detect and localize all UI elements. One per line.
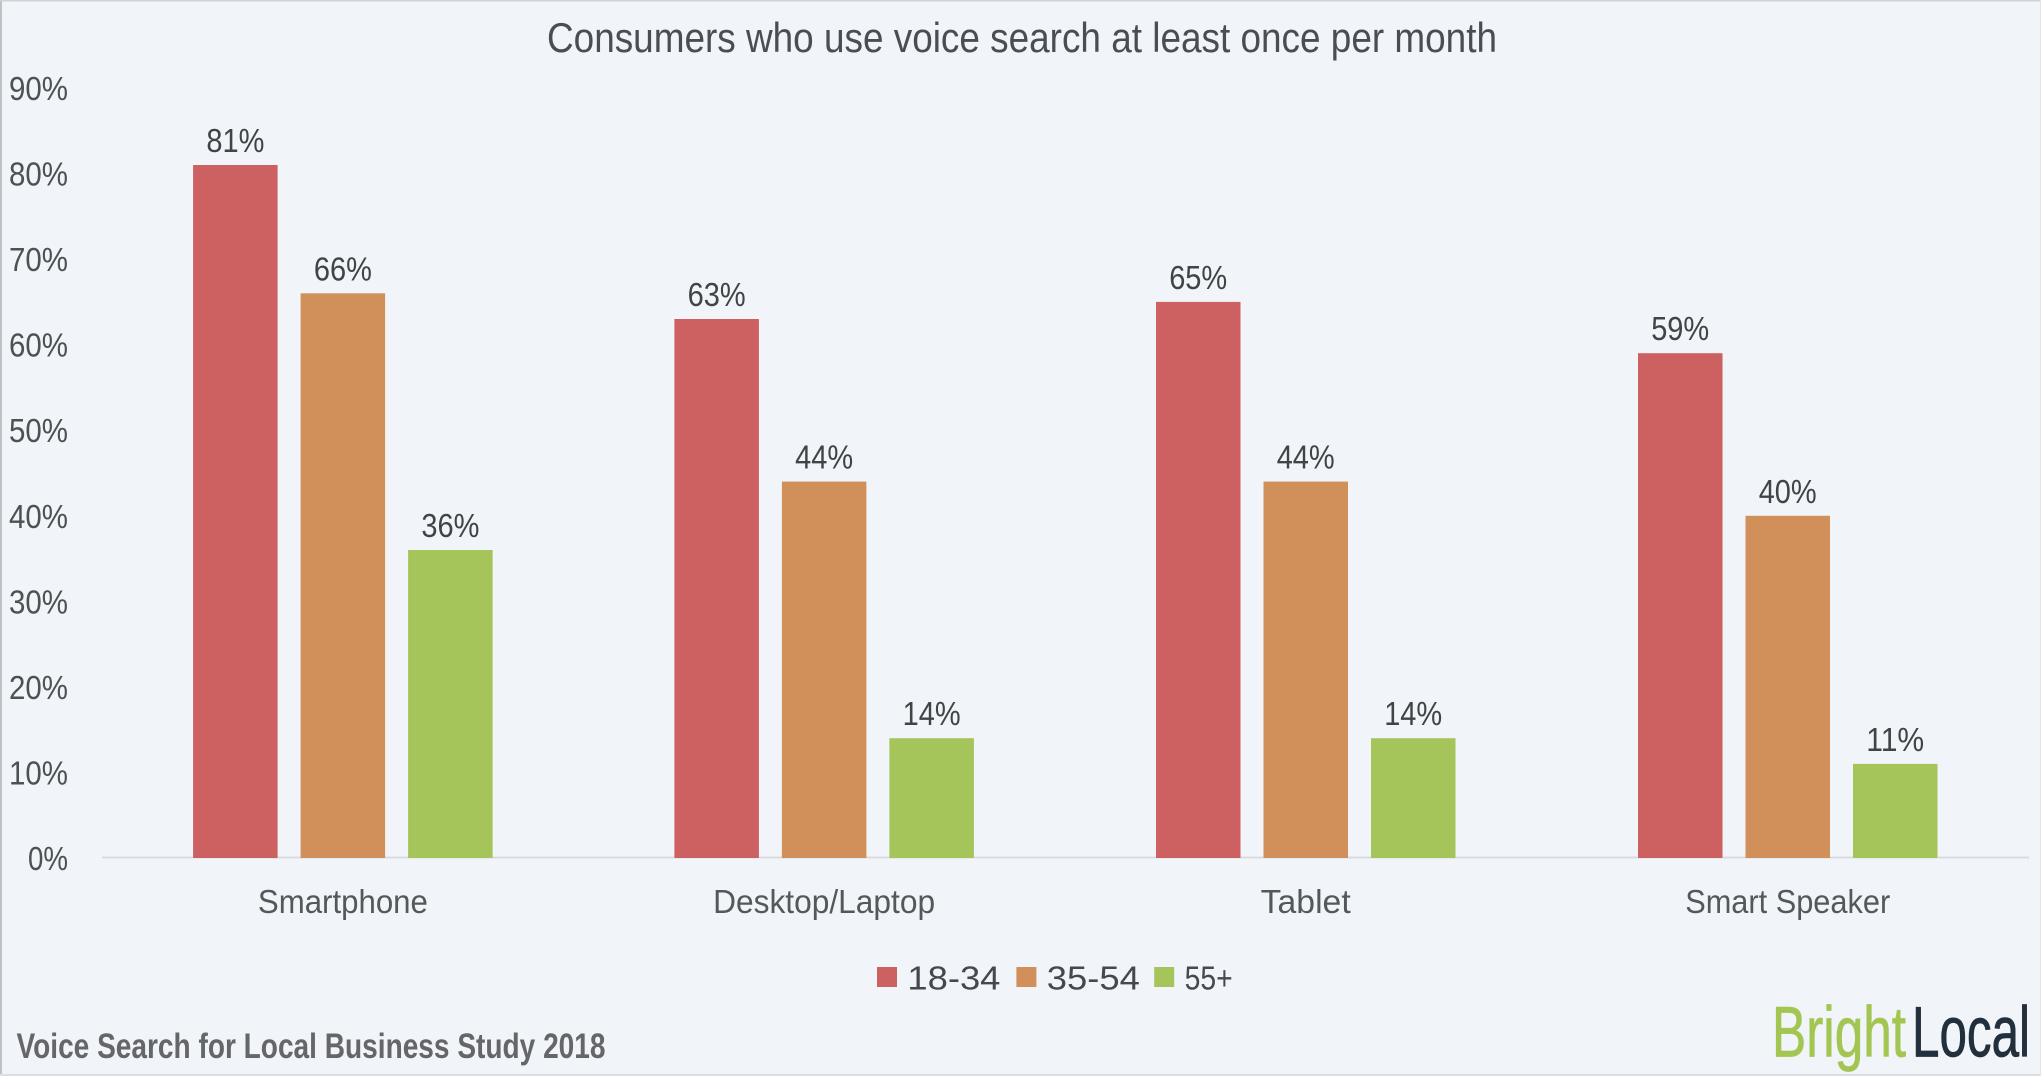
svg-text:Local: Local — [1912, 994, 2030, 1073]
svg-text:80%: 80% — [9, 156, 68, 193]
svg-text:0%: 0% — [28, 840, 68, 877]
svg-text:11%: 11% — [1866, 721, 1924, 758]
svg-text:Consumers who use voice search: Consumers who use voice search at least … — [547, 14, 1497, 61]
svg-text:44%: 44% — [795, 439, 853, 476]
svg-text:Smart Speaker: Smart Speaker — [1685, 883, 1890, 920]
svg-text:81%: 81% — [206, 122, 264, 159]
svg-text:Voice Search for Local Busines: Voice Search for Local Business Study 20… — [17, 1027, 606, 1066]
svg-text:14%: 14% — [903, 695, 961, 732]
svg-text:63%: 63% — [688, 276, 746, 313]
svg-text:Desktop/Laptop: Desktop/Laptop — [713, 883, 935, 920]
svg-text:30%: 30% — [9, 583, 68, 620]
svg-text:50%: 50% — [9, 412, 68, 449]
svg-text:65%: 65% — [1169, 259, 1227, 296]
svg-text:10%: 10% — [9, 754, 68, 791]
svg-text:44%: 44% — [1277, 439, 1335, 476]
svg-text:Bright: Bright — [1772, 994, 1906, 1073]
svg-text:20%: 20% — [9, 669, 68, 706]
svg-text:70%: 70% — [9, 241, 68, 278]
svg-text:60%: 60% — [9, 327, 68, 364]
svg-text:14%: 14% — [1384, 695, 1442, 732]
svg-text:40%: 40% — [1759, 473, 1817, 510]
svg-text:35-54: 35-54 — [1047, 959, 1140, 996]
svg-text:59%: 59% — [1651, 310, 1709, 347]
svg-text:Tablet: Tablet — [1261, 883, 1351, 920]
svg-text:90%: 90% — [9, 70, 68, 107]
svg-text:Smartphone: Smartphone — [258, 883, 428, 920]
svg-text:55+: 55+ — [1185, 959, 1233, 996]
svg-text:40%: 40% — [9, 498, 68, 535]
svg-text:66%: 66% — [314, 250, 372, 287]
svg-text:18-34: 18-34 — [907, 959, 1000, 996]
svg-text:36%: 36% — [421, 507, 479, 544]
